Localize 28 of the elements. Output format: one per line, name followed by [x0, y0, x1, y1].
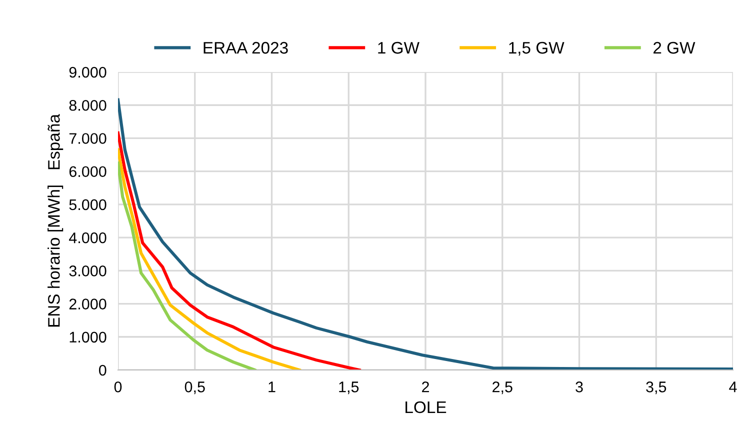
x-tick-label: 3,5	[646, 382, 666, 394]
y-tick-label: 7.000	[69, 133, 106, 144]
x-tick-label: 2,5	[492, 382, 512, 394]
y-tick-label: 2.000	[69, 298, 106, 310]
y-tick-label: 0	[98, 364, 106, 376]
x-tick-label: 1	[268, 382, 276, 392]
y-axis-title: ENS horario [MWh] España	[48, 114, 64, 327]
legend-label: ERAA 2023	[204, 42, 288, 54]
legend-label: 1,5 GW	[509, 42, 564, 56]
line-series	[118, 131, 361, 370]
y-tick-label: 9.000	[69, 66, 106, 78]
line-series	[118, 148, 301, 370]
legend-label: 1 GW	[378, 42, 420, 54]
line-series	[118, 162, 256, 370]
y-tick-label: 1.000	[70, 332, 106, 343]
x-axis-title: LOLE	[406, 401, 446, 414]
x-tick-label: 0,5	[184, 382, 205, 394]
x-tick-label: 3	[576, 382, 583, 392]
x-tick-label: 2	[422, 382, 429, 392]
y-tick-label: 3.000	[69, 266, 106, 276]
y-tick-label: 6.000	[69, 166, 106, 178]
x-tick-label: 1,5	[339, 382, 359, 394]
y-tick-label: 4.000	[69, 232, 106, 244]
x-tick-label: 0	[114, 382, 122, 392]
x-tick-label: 4	[729, 382, 737, 392]
y-tick-label: 8.000	[69, 100, 106, 111]
y-tick-label: 5.000	[69, 199, 106, 210]
legend-label: 2 GW	[654, 42, 696, 54]
